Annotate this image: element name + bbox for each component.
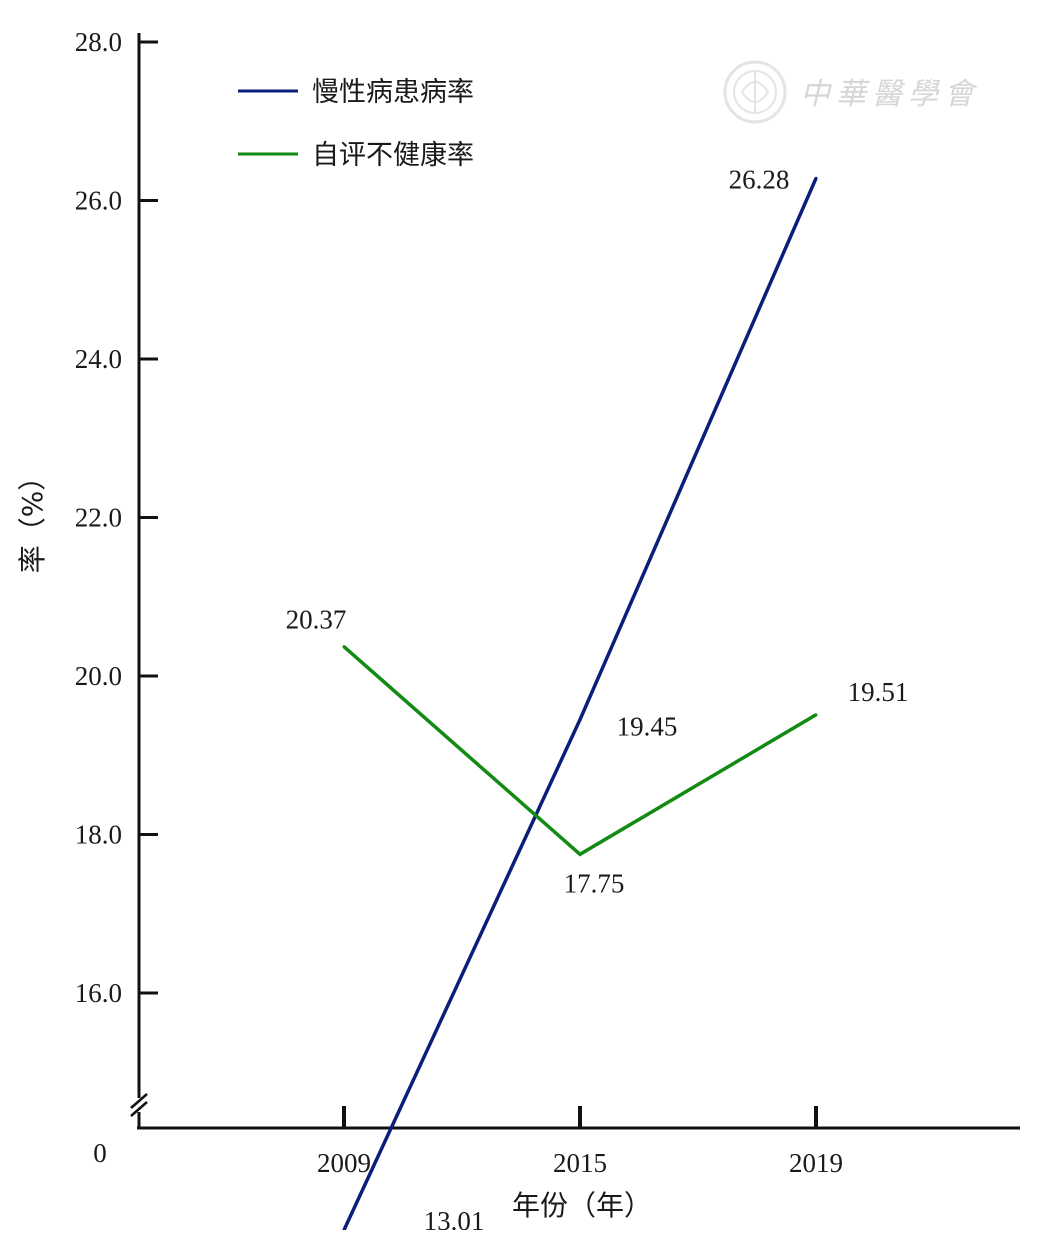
legend-label: 自评不健康率	[312, 140, 474, 171]
data-labels: 13.01 19.45 26.28 20.37 17.75 19.51	[286, 164, 909, 1235]
x-ticks: 2009 2015 2019	[317, 1106, 843, 1178]
data-label: 17.75	[564, 868, 625, 898]
data-point	[814, 176, 818, 180]
y-tick-label: 20.0	[75, 661, 122, 691]
data-label: 13.01	[424, 1206, 485, 1230]
data-label: 19.45	[617, 712, 678, 742]
series-line-self-rated-unhealthy	[342, 645, 817, 857]
y-tick-label: 16.0	[75, 978, 122, 1008]
y-tick-label: 22.0	[75, 503, 122, 533]
watermark: 中華醫學會	[723, 60, 980, 124]
legend-label: 慢性病患病率	[312, 77, 474, 108]
x-tick-label: 2015	[553, 1148, 607, 1178]
y-tick-label: 24.0	[75, 344, 122, 374]
axis-break-mark	[130, 1093, 148, 1109]
x-tick-label: 2019	[789, 1148, 843, 1178]
x-axis-title: 年份（年）	[512, 1189, 652, 1222]
y-axis-title: 率（%）	[16, 463, 49, 574]
legend-item-chronic-disease: 慢性病患病率	[238, 77, 474, 108]
legend: 慢性病患病率 自评不健康率	[238, 77, 474, 171]
data-label: 20.37	[286, 605, 347, 635]
data-label: 26.28	[729, 164, 790, 194]
series-line-chronic-disease	[342, 177, 818, 1231]
data-label: 19.51	[848, 677, 909, 707]
origin-label: 0	[93, 1138, 107, 1168]
y-axis	[130, 33, 148, 1128]
y-tick-label: 28.0	[75, 27, 122, 57]
x-tick-label: 2009	[317, 1148, 371, 1178]
y-ticks: 16.0 18.0 20.0 22.0 24.0 26.0 28.0	[75, 27, 158, 1008]
y-tick-label: 26.0	[75, 186, 122, 216]
watermark-text: 中華醫學會	[800, 77, 980, 112]
data-point	[578, 852, 582, 856]
seal-emblem-icon	[723, 60, 787, 124]
y-tick-label: 18.0	[75, 820, 122, 850]
series-layer	[342, 176, 818, 1232]
data-point	[342, 645, 346, 649]
data-point	[578, 718, 582, 722]
legend-item-self-rated-unhealthy: 自评不健康率	[238, 140, 474, 171]
data-point	[814, 713, 818, 717]
